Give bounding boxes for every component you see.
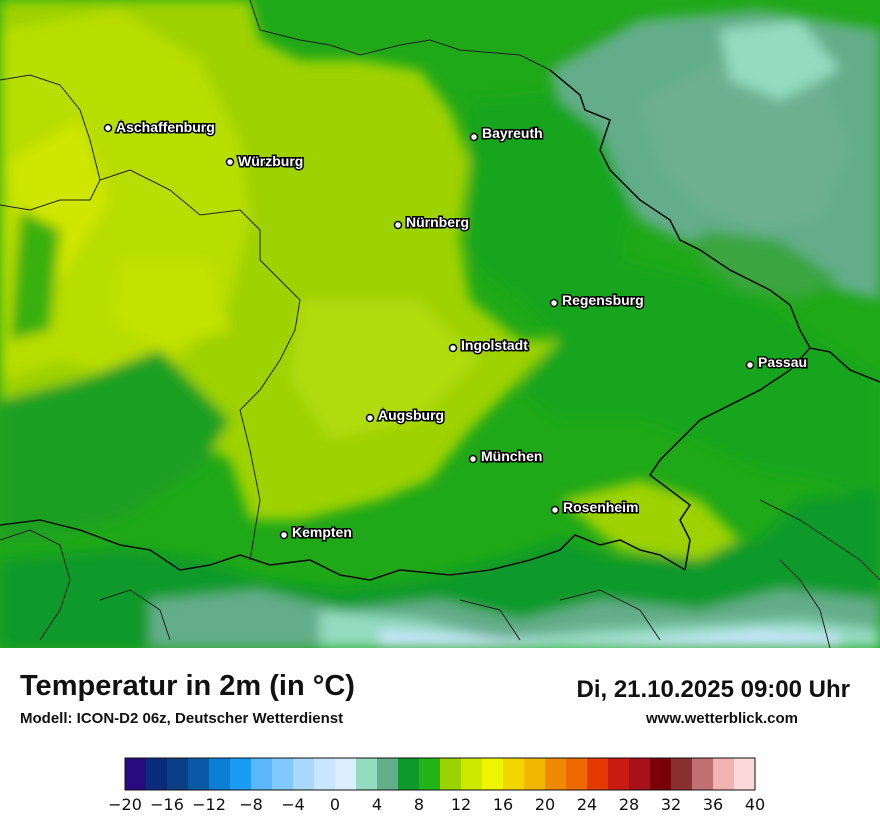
map-title: Temperatur in 2m (in °C) [20, 670, 355, 702]
legend-tick-label: −20 [108, 795, 142, 814]
legend-swatch [377, 758, 399, 790]
legend-tick-label: 4 [372, 795, 382, 814]
city-dot [279, 530, 289, 540]
city-dot [225, 157, 235, 167]
legend-swatch [650, 758, 672, 790]
city-dot [468, 454, 478, 464]
legend-swatch [629, 758, 651, 790]
temperature-map: Aschaffenburg Würzburg Bayreuth Nürnberg… [0, 0, 880, 648]
legend-swatch [146, 758, 168, 790]
city-label: Rosenheim [563, 499, 638, 515]
legend-ticks: −20 −16 −12 −8 −4 0 4 8 12 16 20 24 28 32 36 40 [108, 795, 765, 814]
legend-swatch [734, 758, 756, 790]
city-label: Passau [758, 354, 807, 370]
city-dot [103, 123, 113, 133]
city-dot [469, 132, 479, 142]
legend-swatch [671, 758, 693, 790]
legend-tick-label: 40 [745, 795, 765, 814]
legend-swatch [230, 758, 252, 790]
city-dot [745, 360, 755, 370]
city-markers: Aschaffenburg Würzburg Bayreuth Nürnberg… [103, 118, 809, 542]
legend-tick-label: 20 [535, 795, 555, 814]
city-dot [549, 298, 559, 308]
country-borders [0, 69, 880, 581]
forecast-datetime: Di, 21.10.2025 09:00 Uhr [576, 676, 850, 703]
legend-swatch [419, 758, 441, 790]
legend-swatch [314, 758, 336, 790]
state-borders [0, 0, 880, 648]
city-ingolstadt: Ingolstadt [448, 336, 530, 355]
legend-tick-label: 8 [414, 795, 424, 814]
legend-swatch [188, 758, 210, 790]
city-aschaffenburg: Aschaffenburg [103, 118, 216, 137]
legend-tick-label: −12 [192, 795, 226, 814]
city-label: München [481, 448, 542, 464]
legend-tick-label: −8 [239, 795, 263, 814]
legend-swatch [440, 758, 462, 790]
legend-tick-label: −16 [150, 795, 184, 814]
legend-swatch [461, 758, 483, 790]
city-passau: Passau [745, 353, 809, 372]
city-label: Aschaffenburg [116, 119, 215, 135]
city-label: Bayreuth [482, 125, 543, 141]
map-footer: Temperatur in 2m (in °C) Modell: ICON-D2… [0, 648, 880, 830]
legend-swatch [503, 758, 525, 790]
legend-swatch [398, 758, 420, 790]
city-dot [448, 343, 458, 353]
legend-swatch [713, 758, 735, 790]
legend-swatch [692, 758, 714, 790]
legend-tick-label: 12 [451, 795, 471, 814]
legend-swatch [587, 758, 609, 790]
website-link[interactable]: www.wetterblick.com [646, 710, 798, 727]
legend-tick-label: 32 [661, 795, 681, 814]
legend-tick-label: 28 [619, 795, 639, 814]
legend-tick-label: 36 [703, 795, 723, 814]
city-label: Kempten [292, 524, 352, 540]
legend-swatch [335, 758, 357, 790]
legend-tick-label: 0 [330, 795, 340, 814]
legend-swatch [566, 758, 588, 790]
city-regensburg: Regensburg [549, 291, 645, 310]
city-muenchen: München [468, 447, 544, 466]
city-dot [550, 505, 560, 515]
legend-swatch [125, 758, 147, 790]
legend-swatch [608, 758, 630, 790]
legend-swatch [293, 758, 315, 790]
legend-swatch [167, 758, 189, 790]
city-augsburg: Augsburg [365, 406, 446, 425]
model-info: Modell: ICON-D2 06z, Deutscher Wetterdie… [20, 710, 344, 727]
city-rosenheim: Rosenheim [550, 498, 640, 517]
legend-swatch [209, 758, 231, 790]
legend-swatches [124, 757, 756, 791]
city-dot [393, 220, 403, 230]
legend-tick-label: 24 [577, 795, 597, 814]
legend-swatch [356, 758, 378, 790]
city-label: Regensburg [562, 292, 644, 308]
legend-tick-label: −4 [281, 795, 305, 814]
city-wuerzburg: Würzburg [225, 152, 305, 171]
legend-swatch [524, 758, 546, 790]
city-label: Ingolstadt [461, 337, 528, 353]
city-dot [365, 413, 375, 423]
legend-swatch [482, 758, 504, 790]
color-legend: −20 −16 −12 −8 −4 0 4 8 12 16 20 24 28 32 36 40 [108, 757, 765, 814]
legend-border [124, 757, 756, 791]
city-label: Würzburg [238, 153, 303, 169]
city-label: Augsburg [378, 407, 444, 423]
legend-tick-label: 16 [493, 795, 513, 814]
city-nuernberg: Nürnberg [393, 213, 471, 232]
legend-swatch [251, 758, 273, 790]
city-label: Nürnberg [406, 214, 469, 230]
legend-swatch [545, 758, 567, 790]
city-bayreuth: Bayreuth [469, 124, 544, 143]
temperature-field [0, 0, 880, 648]
city-kempten: Kempten [279, 523, 353, 542]
legend-swatch [272, 758, 294, 790]
